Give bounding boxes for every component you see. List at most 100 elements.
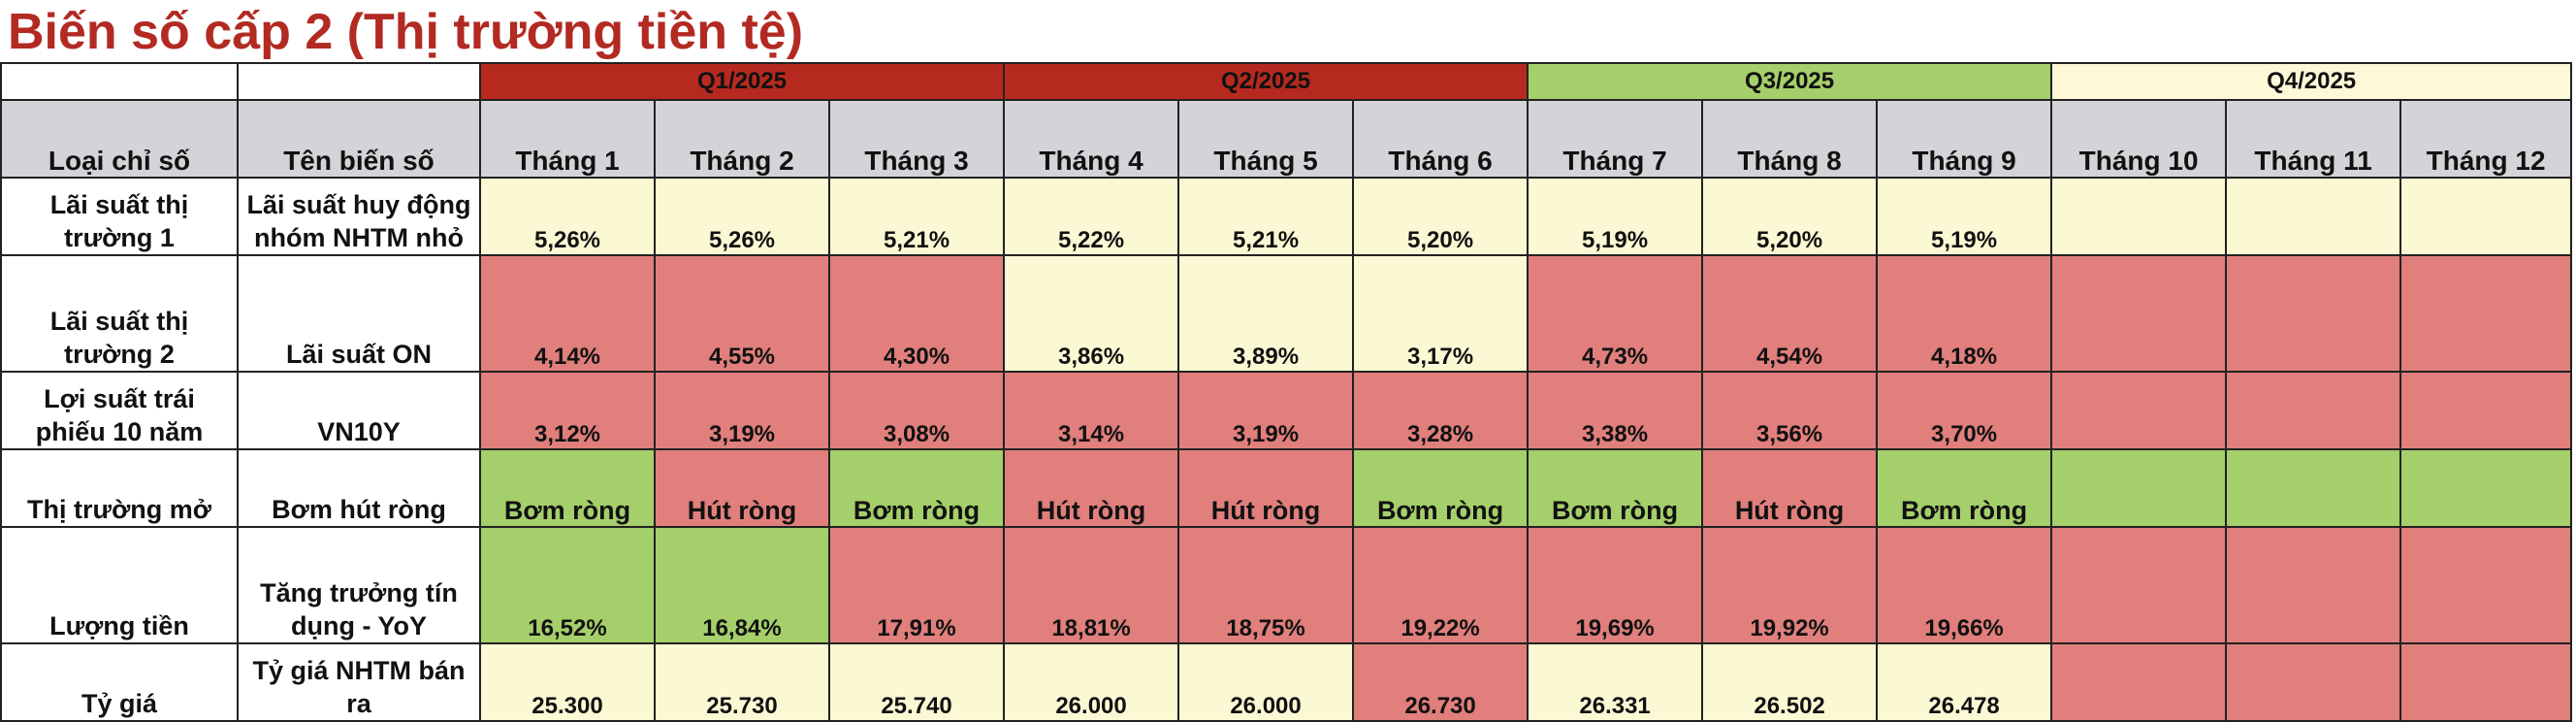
value-cell[interactable]: 3,08% xyxy=(827,371,1006,450)
value-cell[interactable]: 5,19% xyxy=(1527,177,1704,256)
column-header-month[interactable]: Tháng 8 xyxy=(1701,99,1879,179)
value-cell[interactable]: 16,52% xyxy=(479,526,656,644)
value-cell[interactable]: Hút ròng xyxy=(654,448,830,528)
value-cell[interactable]: 3,19% xyxy=(654,371,830,450)
value-cell[interactable]: 3,70% xyxy=(1876,371,2053,450)
column-header-month[interactable]: Tháng 10 xyxy=(2050,99,2228,179)
value-cell[interactable]: 4,73% xyxy=(1527,254,1704,373)
value-cell[interactable] xyxy=(2225,526,2402,644)
value-cell[interactable] xyxy=(2225,254,2402,373)
value-cell[interactable]: Hút ròng xyxy=(1003,448,1180,528)
value-cell[interactable]: 5,26% xyxy=(654,177,830,256)
value-cell[interactable]: 19,22% xyxy=(1352,526,1530,644)
column-header-month[interactable]: Tháng 6 xyxy=(1352,99,1530,179)
value-cell[interactable] xyxy=(2050,371,2228,450)
quarter-header-q1[interactable]: Q1/2025 xyxy=(478,62,1006,101)
value-cell[interactable] xyxy=(2399,177,2573,256)
value-cell[interactable]: 3,19% xyxy=(1177,371,1355,450)
value-cell[interactable]: Hút ròng xyxy=(1177,448,1355,528)
value-cell[interactable] xyxy=(2399,254,2573,373)
value-cell[interactable] xyxy=(2399,642,2573,722)
value-cell[interactable]: 18,81% xyxy=(1003,526,1180,644)
value-cell[interactable]: Bơm ròng xyxy=(479,448,656,528)
indicator-type-cell[interactable]: Tỷ giá xyxy=(0,642,239,722)
column-header-month[interactable]: Tháng 1 xyxy=(479,99,656,179)
value-cell[interactable] xyxy=(2225,642,2402,722)
column-header-type[interactable]: Loại chỉ số xyxy=(0,99,239,179)
column-header-month[interactable]: Tháng 9 xyxy=(1876,99,2053,179)
corner-cell[interactable] xyxy=(0,62,239,101)
value-cell[interactable]: Bơm ròng xyxy=(1352,448,1530,528)
quarter-header-q2[interactable]: Q2/2025 xyxy=(1003,62,1530,101)
value-cell[interactable]: 5,19% xyxy=(1876,177,2053,256)
column-header-month[interactable]: Tháng 4 xyxy=(1003,99,1180,179)
value-cell[interactable]: 16,84% xyxy=(654,526,830,644)
value-cell[interactable]: 3,86% xyxy=(1003,254,1180,373)
value-cell[interactable] xyxy=(2399,448,2573,528)
value-cell[interactable] xyxy=(2225,371,2402,450)
value-cell[interactable]: 19,66% xyxy=(1876,526,2053,644)
value-cell[interactable] xyxy=(2225,448,2402,528)
value-cell[interactable]: 18,75% xyxy=(1177,526,1355,644)
value-cell[interactable]: 17,91% xyxy=(827,526,1006,644)
value-cell[interactable]: 3,38% xyxy=(1527,371,1704,450)
value-cell[interactable]: 3,28% xyxy=(1352,371,1530,450)
variable-name-cell[interactable]: Lãi suất huy động nhóm NHTM nhỏ xyxy=(237,177,481,256)
value-cell[interactable]: 26.000 xyxy=(1003,642,1180,722)
column-header-month[interactable]: Tháng 3 xyxy=(827,99,1006,179)
value-cell[interactable]: 3,17% xyxy=(1352,254,1530,373)
value-cell[interactable]: 4,55% xyxy=(654,254,830,373)
value-cell[interactable]: 3,89% xyxy=(1177,254,1355,373)
value-cell[interactable]: 5,20% xyxy=(1701,177,1879,256)
column-header-month[interactable]: Tháng 7 xyxy=(1527,99,1704,179)
value-cell[interactable]: 4,54% xyxy=(1701,254,1879,373)
value-cell[interactable] xyxy=(2050,448,2228,528)
value-cell[interactable]: 5,21% xyxy=(827,177,1006,256)
quarter-header-q4[interactable]: Q4/2025 xyxy=(2050,62,2573,101)
value-cell[interactable]: 3,56% xyxy=(1701,371,1879,450)
value-cell[interactable]: 5,21% xyxy=(1177,177,1355,256)
value-cell[interactable]: 26.478 xyxy=(1876,642,2053,722)
value-cell[interactable]: 19,92% xyxy=(1701,526,1879,644)
column-header-month[interactable]: Tháng 12 xyxy=(2399,99,2573,179)
value-cell[interactable]: Bơm ròng xyxy=(1527,448,1704,528)
value-cell[interactable]: Hút ròng xyxy=(1701,448,1879,528)
value-cell[interactable]: Bơm ròng xyxy=(1876,448,2053,528)
value-cell[interactable] xyxy=(2050,254,2228,373)
column-header-name[interactable]: Tên biến số xyxy=(237,99,481,179)
column-header-month[interactable]: Tháng 2 xyxy=(654,99,830,179)
indicator-type-cell[interactable]: Lợi suất trái phiếu 10 năm xyxy=(0,371,239,450)
value-cell[interactable]: 26.730 xyxy=(1352,642,1530,722)
value-cell[interactable]: 26.502 xyxy=(1701,642,1879,722)
variable-name-cell[interactable]: VN10Y xyxy=(237,371,481,450)
value-cell[interactable]: 3,12% xyxy=(479,371,656,450)
value-cell[interactable]: Bơm ròng xyxy=(827,448,1006,528)
value-cell[interactable]: 3,14% xyxy=(1003,371,1180,450)
value-cell[interactable] xyxy=(2225,177,2402,256)
indicator-type-cell[interactable]: Lãi suất thị trường 1 xyxy=(0,177,239,256)
column-header-month[interactable]: Tháng 5 xyxy=(1177,99,1355,179)
value-cell[interactable]: 25.730 xyxy=(654,642,830,722)
value-cell[interactable]: 19,69% xyxy=(1527,526,1704,644)
quarter-header-q3[interactable]: Q3/2025 xyxy=(1527,62,2053,101)
variable-name-cell[interactable]: Bơm hút ròng xyxy=(237,448,481,528)
value-cell[interactable]: 26.331 xyxy=(1527,642,1704,722)
indicator-type-cell[interactable]: Thị trường mở xyxy=(0,448,239,528)
corner-cell[interactable] xyxy=(237,62,481,101)
variable-name-cell[interactable]: Lãi suất ON xyxy=(237,254,481,373)
variable-name-cell[interactable]: Tăng trưởng tín dụng - YoY xyxy=(237,526,481,644)
value-cell[interactable]: 5,26% xyxy=(479,177,656,256)
column-header-month[interactable]: Tháng 11 xyxy=(2225,99,2402,179)
variable-name-cell[interactable]: Tỷ giá NHTM bán ra xyxy=(237,642,481,722)
value-cell[interactable]: 4,18% xyxy=(1876,254,2053,373)
indicator-type-cell[interactable]: Lãi suất thị trường 2 xyxy=(0,254,239,373)
value-cell[interactable]: 25.740 xyxy=(827,642,1006,722)
value-cell[interactable] xyxy=(2050,526,2228,644)
value-cell[interactable] xyxy=(2050,642,2228,722)
value-cell[interactable]: 5,20% xyxy=(1352,177,1530,256)
value-cell[interactable]: 26.000 xyxy=(1177,642,1355,722)
indicator-type-cell[interactable]: Lượng tiền xyxy=(0,526,239,644)
value-cell[interactable]: 4,30% xyxy=(827,254,1006,373)
value-cell[interactable] xyxy=(2050,177,2228,256)
value-cell[interactable]: 5,22% xyxy=(1003,177,1180,256)
